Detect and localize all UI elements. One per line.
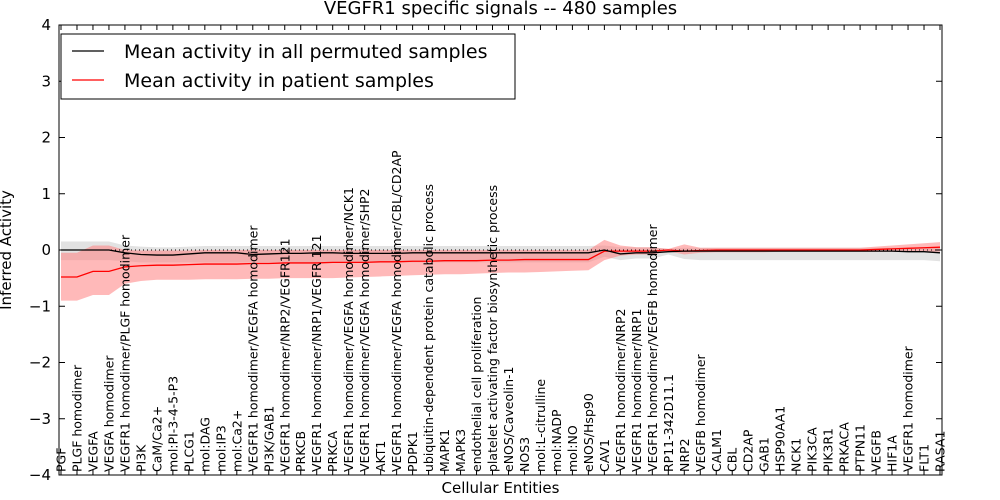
entity-label: PIK3R1 <box>821 428 836 472</box>
entity-label: PI3K/GAB1 <box>261 406 276 472</box>
entity-label: PIK3CA <box>805 427 820 472</box>
legend-label-permuted: Mean activity in all permuted samples <box>124 41 487 63</box>
x-axis-label: Cellular Entities <box>442 479 560 497</box>
entity-label: MAPK1 <box>437 429 452 472</box>
y-tick-label: 2 <box>41 129 51 147</box>
entity-label: mol:PI-3-4-5-P3 <box>165 376 180 472</box>
entity-label: CAV1 <box>597 439 612 472</box>
y-tick-label: −1 <box>29 297 51 315</box>
entity-label: AKT1 <box>373 441 388 472</box>
chart-title: VEGFR1 specific signals -- 480 samples <box>324 0 677 19</box>
entity-label: VEGFR1 homodimer <box>901 345 916 472</box>
entity-label: PTPN11 <box>853 424 868 472</box>
entity-label: CD2AP <box>741 429 756 472</box>
entity-label: PLCG1 <box>181 431 196 472</box>
line-permuted <box>61 249 941 256</box>
entity-label: VEGFR1 homodimer/NRP2 <box>613 309 628 472</box>
entity-label: PRKACA <box>837 422 852 472</box>
y-tick-label: 1 <box>41 185 51 203</box>
entity-label: VEGFR1 homodimer/NRP1 <box>629 309 644 472</box>
plot-frame <box>58 24 943 476</box>
entity-label: VEGFA homodimer <box>101 355 116 472</box>
entity-label: RP11-342D11.1 <box>661 374 676 472</box>
y-tick-label: −4 <box>29 466 51 484</box>
y-tick-label: 4 <box>41 16 51 34</box>
y-tick-label: −2 <box>29 354 51 372</box>
entity-label: VEGFR1 homodimer/VEGFA homodimer/NCK1 <box>341 187 356 472</box>
entity-label: HIF1A <box>885 435 900 472</box>
entity-label: VEGFA <box>85 431 100 472</box>
entity-label: NRP2 <box>677 438 692 472</box>
entity-label: VEGFR1 homodimer/NRP2/VEGFR121 <box>277 238 292 472</box>
x-ticks <box>60 25 941 475</box>
entity-label: platelet activating factor biosynthetic … <box>485 185 500 472</box>
entity-label: mol:DAG <box>197 417 212 472</box>
entity-label: mol:Ca2+ <box>229 410 244 472</box>
entity-label: mol:IP3 <box>213 425 228 472</box>
entity-label: PGF <box>54 448 69 472</box>
entity-label: NCK1 <box>789 438 804 472</box>
entity-label: VEGFR1 homodimer/VEGFA homodimer <box>245 225 260 472</box>
y-tick-label: −3 <box>29 410 51 428</box>
entity-label: MAPK3 <box>453 429 468 472</box>
entity-label: eNOS/Hsp90 <box>581 393 596 472</box>
entity-label: VEGFR1 homodimer/VEGFA homodimer/SHP2 <box>357 188 372 472</box>
entity-label: VEGFR1 homodimer/PLGF homodimer <box>117 234 132 472</box>
legend-label-patient: Mean activity in patient samples <box>124 70 434 92</box>
y-tick-label: 3 <box>41 72 51 90</box>
entity-label: endothelial cell proliferation <box>469 297 484 472</box>
entity-label: VEGFR1 homodimer/VEGFB homodimer <box>645 224 660 472</box>
confidence-bands <box>61 239 940 301</box>
entity-label: PRKCA <box>325 431 340 472</box>
y-tick-label: 0 <box>41 241 51 259</box>
entity-label: VEGFR1 homodimer/NRP1/VEGFR 121 <box>309 234 324 472</box>
entity-label: VEGFB <box>869 430 884 472</box>
entity-label: NOS3 <box>517 437 532 472</box>
entity-label: CBL <box>725 448 740 472</box>
entity-label: GAB1 <box>757 437 772 472</box>
legend: Mean activity in all permuted samples Me… <box>60 33 516 100</box>
entity-label: PRKCB <box>293 431 308 472</box>
entity-label: mol:L-citrulline <box>533 379 548 472</box>
band-patient <box>61 239 940 301</box>
entity-label: PDPK1 <box>405 431 420 472</box>
series-lines <box>61 246 941 278</box>
entity-label: ubiquitin-dependent protein catabolic pr… <box>421 184 436 472</box>
entity-label: mol:NADP <box>549 409 564 472</box>
entity-labels: PGF PLGF homodimer VEGFA VEGFA homodimer VEG… <box>54 150 948 472</box>
entity-label: mol:NO <box>565 425 580 472</box>
entity-label: VEGFB homodimer <box>693 353 708 472</box>
entity-label: PI3K <box>133 444 148 472</box>
entity-label: VEGFR1 homodimer/VEGFA homodimer/CBL/CD2… <box>389 150 404 472</box>
line-patient <box>61 246 941 278</box>
y-axis-label: Inferred Activity <box>0 190 15 310</box>
entity-label: CaM/Ca2+ <box>149 406 164 472</box>
legend-box <box>60 33 516 100</box>
y-ticks: −4 −3 −2 −1 0 1 2 3 4 <box>29 16 942 484</box>
entity-label: HSP90AA1 <box>773 406 788 472</box>
entity-label: RASA1 <box>933 431 948 472</box>
entity-label: FLT1 <box>917 444 932 472</box>
entity-label: CALM1 <box>709 429 724 472</box>
entity-label: PLGF homodimer <box>69 364 84 472</box>
entity-label: eNOS/Caveolin-1 <box>501 367 516 472</box>
